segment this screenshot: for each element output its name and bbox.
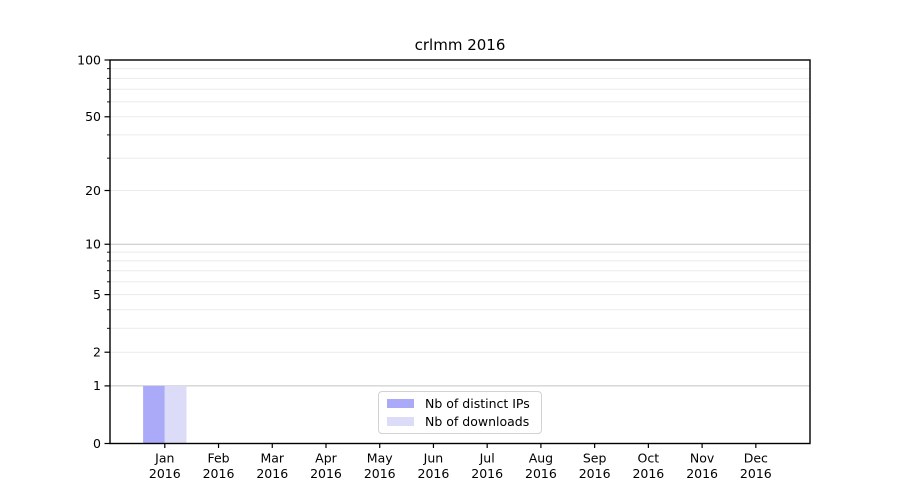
x-tick-label-month: Apr [315,451,337,466]
x-tick-label-month: Jan [154,451,174,466]
bar-downloads [164,385,187,444]
x-tick-label-month: Feb [207,451,229,466]
x-tick-label-month: Mar [260,451,284,466]
y-tick-label: 100 [77,52,101,67]
x-tick-label-year: 2016 [149,466,181,481]
y-tick-label: 20 [85,183,101,198]
x-tick-label-year: 2016 [525,466,557,481]
y-tick-label: 50 [85,109,101,124]
x-tick-label-year: 2016 [364,466,396,481]
x-tick-label-month: Sep [583,451,607,466]
x-tick-label-year: 2016 [203,466,235,481]
x-tick-label-month: Jun [423,451,444,466]
x-tick-label-month: Aug [529,451,553,466]
x-tick-label-year: 2016 [418,466,450,481]
y-tick-label: 0 [93,436,101,451]
x-tick-label-year: 2016 [579,466,611,481]
x-tick-label-month: Dec [744,451,768,466]
y-tick-label: 10 [85,237,101,252]
x-tick-label-month: Nov [690,451,715,466]
chart-title: crlmm 2016 [414,36,506,54]
x-tick-label-month: Oct [638,451,660,466]
legend-item-distinct-ips: Nb of distinct IPs [387,396,541,411]
x-tick-label-year: 2016 [310,466,342,481]
x-tick-label-year: 2016 [686,466,718,481]
legend-swatch-distinct-ips-icon [387,399,414,408]
y-tick-label: 5 [93,287,101,302]
legend-label-distinct-ips: Nb of distinct IPs [425,396,530,411]
x-tick-label-year: 2016 [632,466,664,481]
x-tick-label-year: 2016 [471,466,503,481]
bar-distinct-ips [143,385,165,444]
legend-item-downloads: Nb of downloads [387,414,541,429]
x-tick-label-year: 2016 [256,466,288,481]
x-tick-label-year: 2016 [740,466,772,481]
legend: Nb of distinct IPs Nb of downloads [378,391,542,434]
legend-swatch-downloads-icon [387,417,414,426]
x-tick-label-month: May [367,451,393,466]
y-tick-label: 1 [93,378,101,393]
legend-label-downloads: Nb of downloads [425,414,530,429]
y-tick-label: 2 [93,345,101,360]
x-tick-label-month: Jul [479,451,495,466]
